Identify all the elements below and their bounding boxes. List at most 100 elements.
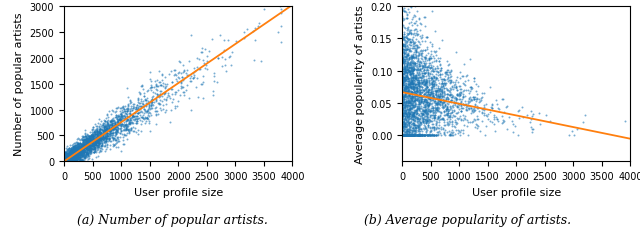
Point xyxy=(92,136,102,140)
Point xyxy=(403,87,413,91)
Point xyxy=(415,96,426,100)
Point xyxy=(426,70,436,73)
Point xyxy=(413,106,423,110)
Point xyxy=(94,143,104,146)
Point xyxy=(67,154,77,158)
Point xyxy=(437,39,447,43)
Point xyxy=(428,96,438,100)
Point xyxy=(413,46,424,50)
Point xyxy=(420,87,431,91)
Point xyxy=(102,143,113,146)
Point xyxy=(417,52,427,56)
Point xyxy=(231,40,241,43)
Point xyxy=(431,103,442,107)
Point xyxy=(69,152,79,156)
Point xyxy=(435,97,445,101)
Point xyxy=(68,148,78,152)
Point xyxy=(138,102,148,106)
Point xyxy=(498,98,508,102)
Point xyxy=(72,147,83,151)
Point xyxy=(64,155,74,159)
Point xyxy=(447,96,458,100)
Point xyxy=(401,134,412,138)
Point xyxy=(88,126,99,130)
Point xyxy=(419,100,429,103)
Point xyxy=(81,147,92,150)
Point xyxy=(63,157,74,161)
Point xyxy=(67,158,77,162)
Point xyxy=(402,76,412,79)
Point xyxy=(70,153,80,157)
Point xyxy=(429,134,439,138)
Point xyxy=(424,58,435,61)
Point xyxy=(90,129,100,132)
Point xyxy=(420,99,431,103)
Point xyxy=(444,106,454,109)
Point xyxy=(408,134,419,138)
Point xyxy=(111,129,122,132)
Point xyxy=(83,145,93,149)
Point xyxy=(472,105,482,108)
Point xyxy=(88,138,98,142)
Point xyxy=(424,102,435,105)
Point xyxy=(399,134,410,138)
Point xyxy=(438,124,449,128)
Point xyxy=(146,99,156,103)
Point xyxy=(178,79,188,82)
Point xyxy=(65,153,75,156)
Point xyxy=(85,146,95,150)
Point xyxy=(404,70,414,74)
Point xyxy=(79,143,89,147)
Point xyxy=(62,160,72,164)
Point xyxy=(458,63,468,67)
Point xyxy=(106,130,116,134)
Point xyxy=(61,157,71,161)
Point xyxy=(397,50,407,53)
Point xyxy=(90,142,100,145)
Point xyxy=(115,128,125,132)
Point xyxy=(65,151,76,155)
Point xyxy=(416,134,426,138)
Point xyxy=(415,64,425,67)
Point xyxy=(399,79,410,82)
Point xyxy=(465,100,475,103)
Point xyxy=(413,60,423,64)
Point xyxy=(173,60,184,64)
Point xyxy=(415,93,426,97)
Point xyxy=(410,132,420,135)
Point xyxy=(404,66,414,69)
Point xyxy=(62,157,72,161)
Point xyxy=(464,97,474,101)
Point xyxy=(423,134,433,138)
Point xyxy=(71,146,81,150)
Point xyxy=(421,80,431,84)
Point xyxy=(84,139,95,143)
Point xyxy=(166,88,177,92)
Point xyxy=(404,130,414,134)
Point xyxy=(427,67,437,71)
Point xyxy=(425,93,435,97)
Point xyxy=(405,121,415,125)
Point xyxy=(440,103,451,107)
Point xyxy=(410,134,420,138)
Point xyxy=(416,53,426,56)
Point xyxy=(409,90,419,94)
Point xyxy=(67,149,77,153)
Point xyxy=(65,151,75,155)
Point xyxy=(68,149,78,153)
Point xyxy=(401,112,412,116)
Point xyxy=(63,160,74,164)
Point xyxy=(60,160,70,164)
Point xyxy=(141,110,152,114)
Point xyxy=(404,114,414,117)
Point xyxy=(78,145,88,149)
Point xyxy=(185,77,195,81)
Point xyxy=(104,136,115,140)
Point xyxy=(442,107,452,111)
Point xyxy=(397,103,407,106)
Point xyxy=(88,132,99,136)
Point xyxy=(90,131,100,135)
Point xyxy=(425,93,435,97)
Point xyxy=(92,135,102,138)
Point xyxy=(433,131,443,135)
